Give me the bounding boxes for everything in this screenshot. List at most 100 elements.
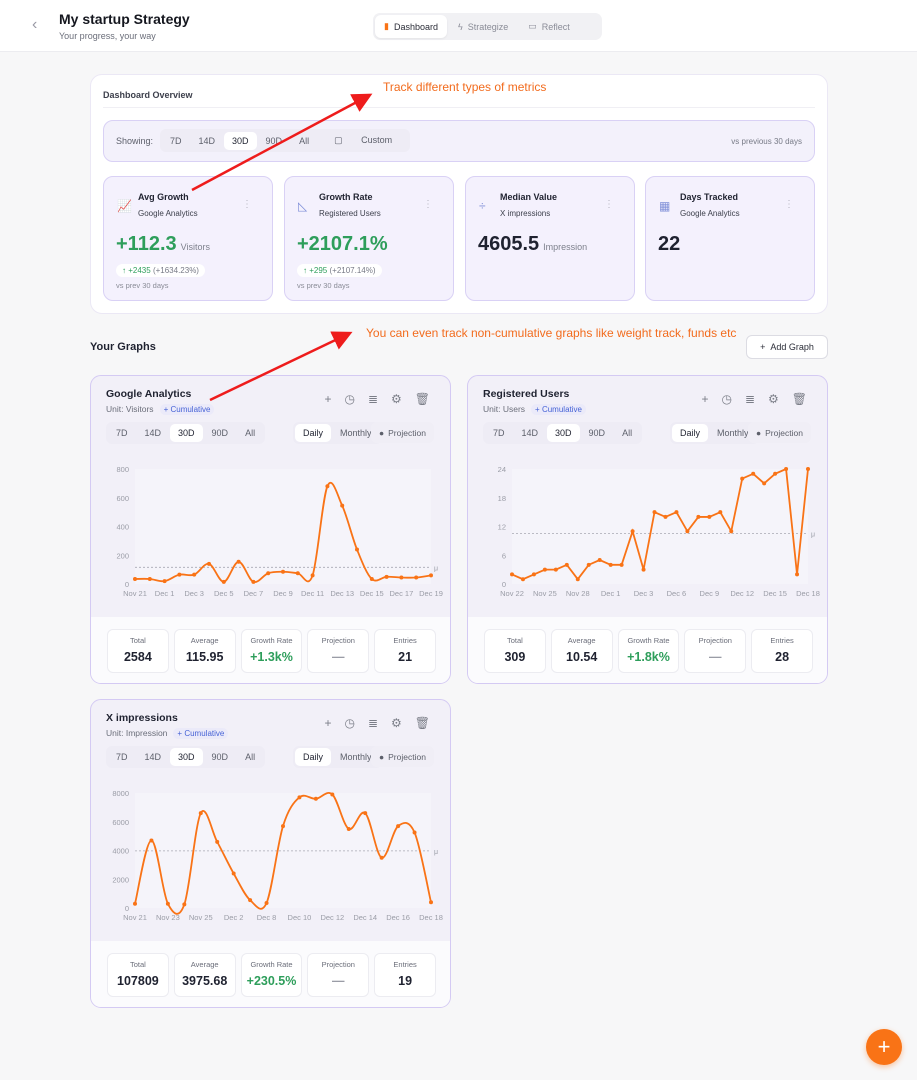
more-icon[interactable]: ⋮ (423, 199, 433, 210)
stat-label: Projection (321, 960, 355, 969)
data-point (399, 575, 404, 580)
cumulative-toggle[interactable]: + Cumulative (531, 404, 586, 415)
gear-icon[interactable]: ⚙ (391, 392, 402, 406)
projection-button[interactable]: ● Projection (371, 746, 434, 767)
projection-button[interactable]: ● Projection (371, 422, 434, 443)
tab-dashboard[interactable]: ▮ Dashboard (375, 15, 447, 38)
data-point (608, 562, 613, 567)
list-icon[interactable]: ≣ (367, 392, 378, 406)
data-point (564, 562, 569, 567)
stat-value: — (709, 650, 722, 664)
line-chart: 0 6 12 18 24 Nov 22 Nov 25 Nov 28 Dec 1 Dec 3 Dec … (498, 465, 820, 598)
chevron-left-icon[interactable]: ‹ (32, 16, 38, 33)
annotation-text: You can even track non-cumulative graphs… (366, 326, 737, 340)
range-option[interactable]: 14D (144, 428, 162, 438)
range-option[interactable]: 30D (547, 424, 580, 442)
y-tick-label: 8000 (112, 789, 129, 798)
range-30d[interactable]: 30D (224, 131, 257, 150)
range-option[interactable]: 7D (116, 428, 128, 438)
mode-option[interactable]: Daily (295, 424, 332, 442)
metric-value-number: +2107.1% (297, 233, 388, 255)
add-graph-button[interactable]: + Add Graph (746, 335, 828, 359)
cumulative-toggle[interactable]: + Cumulative (173, 728, 229, 739)
list-icon[interactable]: ≣ (367, 716, 378, 730)
range-option[interactable]: All (245, 752, 256, 762)
metric-comparison: vs prev 30 days (297, 281, 350, 290)
range-option[interactable]: All (622, 428, 633, 438)
x-tick-label: Dec 16 (386, 913, 410, 922)
range-option[interactable]: 90D (588, 428, 606, 438)
stat-label: Average (190, 960, 219, 969)
projection-button[interactable]: ● Projection (748, 422, 811, 443)
mode-option[interactable]: Monthly (340, 428, 372, 438)
graph-unit: Unit: Impression + Cumulative (106, 728, 229, 739)
range-option[interactable]: 14D (521, 428, 539, 438)
metric-card[interactable]: ◺ Growth Rate Registered Users ⋮ +2107.1… (284, 176, 454, 301)
plus-icon[interactable]: + (701, 392, 709, 406)
metric-card[interactable]: 📈 Avg Growth Google Analytics ⋮ +112.3 Vi… (103, 176, 273, 301)
stat-growth-rate: Growth Rate +230.5% (240, 953, 303, 997)
gear-icon[interactable]: ⚙ (768, 392, 779, 406)
more-icon[interactable]: ⋮ (604, 199, 614, 210)
cumulative-toggle[interactable]: + Cumulative (159, 404, 215, 415)
range-14d[interactable]: 14D (198, 135, 216, 146)
range-custom[interactable]: ▢ Custom (318, 131, 408, 150)
y-tick-label: 24 (498, 465, 506, 474)
range-7d[interactable]: 7D (170, 135, 182, 146)
plus-icon[interactable]: + (324, 716, 332, 730)
data-point (149, 838, 154, 843)
data-point (414, 575, 419, 580)
data-point (652, 510, 657, 515)
data-point (207, 561, 211, 566)
tab-reflect[interactable]: ▭ Reflect (519, 15, 579, 38)
range-90d[interactable]: 90D (265, 135, 283, 146)
stat-label: Entries (770, 636, 794, 645)
data-point (251, 579, 256, 584)
x-tick-label: Dec 15 (763, 589, 787, 598)
clock-icon[interactable]: ◷ (721, 392, 732, 406)
x-tick-label: Dec 10 (288, 913, 312, 922)
range-option[interactable]: 14D (144, 752, 162, 762)
mode-option[interactable]: Daily (672, 424, 709, 442)
data-point (696, 514, 701, 519)
stat-total: Total 2584 (107, 629, 169, 673)
clock-icon[interactable]: ◷ (344, 392, 355, 406)
range-option[interactable]: 90D (211, 428, 229, 438)
data-point (215, 839, 220, 844)
range-option[interactable]: 7D (493, 428, 505, 438)
metric-source: Google Analytics (680, 209, 740, 218)
list-icon[interactable]: ≣ (744, 392, 755, 406)
more-icon[interactable]: ⋮ (242, 199, 252, 210)
y-tick-label: 600 (116, 494, 129, 503)
range-option[interactable]: 30D (170, 424, 203, 442)
more-icon[interactable]: ⋮ (784, 199, 794, 210)
metric-card[interactable]: ▦ Days Tracked Google Analytics ⋮ 22 (645, 176, 815, 301)
range-all[interactable]: All (299, 135, 310, 146)
y-tick-label: 6000 (112, 818, 129, 827)
range-option[interactable]: 7D (116, 752, 128, 762)
showing-label: Showing: (116, 136, 154, 146)
trash-icon[interactable]: 🗑 (414, 392, 430, 406)
mode-option[interactable]: Monthly (340, 752, 372, 762)
mode-option[interactable]: Monthly (717, 428, 749, 438)
mode-option[interactable]: Daily (295, 748, 332, 766)
clock-icon[interactable]: ◷ (344, 716, 355, 730)
gear-icon[interactable]: ⚙ (391, 716, 402, 730)
data-point (310, 573, 315, 578)
range-option[interactable]: All (245, 428, 256, 438)
metric-card[interactable]: ÷ Median Value X impressions ⋮ 4605.5 Imp… (465, 176, 635, 301)
data-point (369, 576, 374, 581)
data-point (740, 476, 745, 481)
stat-total: Total 107809 (107, 953, 169, 997)
metric-name: Avg Growth (138, 192, 189, 202)
tab-strategize[interactable]: ϟ Strategize (449, 15, 517, 38)
fab-add-button[interactable]: + (866, 1029, 902, 1065)
plus-icon[interactable]: + (324, 392, 332, 406)
trash-icon[interactable]: 🗑 (791, 392, 807, 406)
stat-value: 28 (775, 650, 790, 664)
metric-value-number: 4605.5 (478, 233, 540, 255)
trash-icon[interactable]: 🗑 (414, 716, 430, 730)
plus-icon: + (877, 1034, 891, 1059)
range-option[interactable]: 90D (211, 752, 229, 762)
range-option[interactable]: 30D (170, 748, 203, 766)
